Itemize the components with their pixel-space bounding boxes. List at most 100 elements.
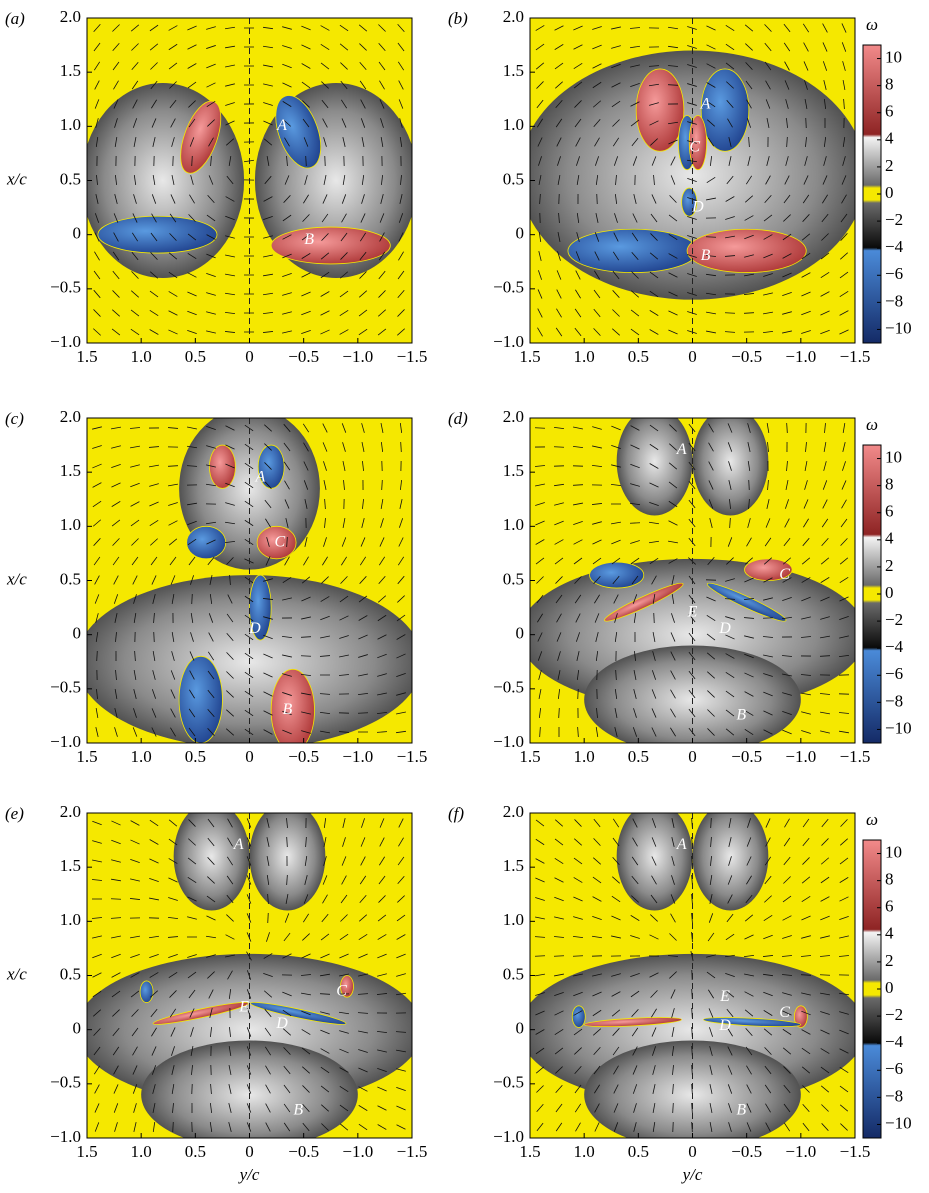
flow-arrow [554,857,564,865]
flow-arrow [611,991,621,997]
flow-arrow [802,1122,810,1132]
flow-arrow [226,671,234,679]
y-tick-label: 1.5 [503,61,524,80]
flow-arrow [706,44,716,50]
flow-arrow [152,1084,156,1094]
flow-arrow [630,463,640,469]
x-tick-label: −1.0 [785,1142,816,1161]
flow-arrow [558,212,560,224]
flow-arrow [282,991,292,997]
flow-arrow [745,894,753,904]
flow-arrow [630,444,640,450]
flow-arrow [725,616,735,620]
flow-arrow [189,575,195,585]
flow-arrow [262,45,274,49]
x-tick-label: 1.0 [574,747,595,766]
flow-arrow [168,310,178,316]
flow-arrow [593,118,601,128]
flow-arrow [339,1085,349,1093]
flow-arrow [592,26,602,30]
flow-arrow [130,464,140,468]
flow-arrow [207,651,215,661]
flow-arrow [149,819,159,827]
flow-arrow [113,1103,119,1113]
flow-arrow [208,613,214,623]
flow-arrow [342,837,346,847]
blue-vortex [275,95,322,169]
flow-arrow [113,213,119,223]
flow-arrow [538,270,542,280]
y-tick-label: 2.0 [60,407,81,426]
flow-arrow [614,213,618,223]
flow-arrow [631,1009,639,1017]
flow-arrow [728,856,732,866]
flow-arrow [114,689,118,699]
colorbar-tick-label: 2 [885,951,894,970]
flow-arrow [801,310,811,316]
flow-arrow [801,935,811,939]
flow-arrow [651,727,657,737]
flow-arrow [746,1122,752,1132]
flow-arrow [763,311,773,315]
flow-arrow [283,1084,291,1094]
y-tick-label: 2.0 [60,7,81,26]
flow-arrow [92,519,102,527]
flow-arrow [631,232,639,242]
flow-arrow [554,819,564,827]
flow-arrow [169,213,177,223]
red-vortex [256,525,297,560]
flow-arrow [225,425,235,431]
flow-arrow [227,594,233,604]
flow-arrow [224,521,236,525]
flow-arrow [262,26,274,30]
flow-arrow [765,1122,771,1132]
flow-arrow [669,933,677,941]
flow-arrow [301,310,311,316]
flow-arrow [246,1027,252,1037]
flow-arrow [728,837,732,847]
annotation: B [283,701,293,718]
flow-arrow [708,442,714,452]
flow-arrow [536,118,544,128]
flow-arrow [208,175,214,185]
flow-arrow [112,538,120,546]
flow-arrow [538,670,542,680]
flow-arrow [611,895,621,903]
colorbar-tick-label: −4 [885,237,904,256]
flow-arrow [744,234,754,240]
flow-arrow [94,232,100,242]
flow-arrow [113,232,119,242]
flow-arrow [94,251,100,261]
flow-arrow [130,972,140,978]
flow-arrow [614,688,618,700]
flow-arrow [266,856,270,866]
flow-arrow [785,480,789,490]
flow-arrow [282,101,292,107]
flow-arrow [323,837,327,847]
flow-arrow [284,480,290,490]
flow-arrow [396,934,406,940]
flow-arrow [340,62,348,70]
flow-arrow [152,1103,156,1113]
flow-arrow [320,25,330,31]
flow-arrow [574,1103,582,1113]
flow-arrow [226,652,234,660]
flow-arrow [377,953,387,959]
flow-arrow [535,1029,545,1035]
flow-arrow [357,1012,369,1014]
flow-arrow [839,935,849,939]
flow-arrow [538,231,542,243]
flow-arrow [148,446,160,448]
flow-arrow [131,1027,139,1037]
flow-arrow [801,577,811,583]
flow-arrow [304,875,308,885]
flow-arrow [669,424,677,432]
x-tick-label: 0 [245,747,254,766]
flow-arrow [743,617,755,619]
flow-arrow [573,973,583,977]
flow-arrow [573,1010,583,1016]
x-tick-label: 1.0 [131,747,152,766]
flow-arrow [573,502,583,506]
flow-arrow [576,669,580,681]
flow-arrow [340,232,348,242]
